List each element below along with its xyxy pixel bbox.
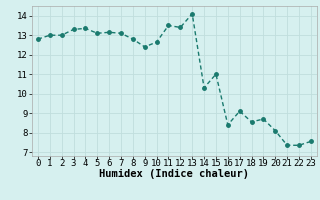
X-axis label: Humidex (Indice chaleur): Humidex (Indice chaleur): [100, 169, 249, 179]
